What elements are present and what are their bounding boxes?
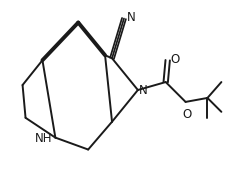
Text: NH: NH: [35, 132, 52, 145]
Text: O: O: [171, 53, 180, 66]
Text: N: N: [127, 11, 136, 24]
Text: N: N: [139, 84, 148, 98]
Text: O: O: [182, 108, 191, 121]
